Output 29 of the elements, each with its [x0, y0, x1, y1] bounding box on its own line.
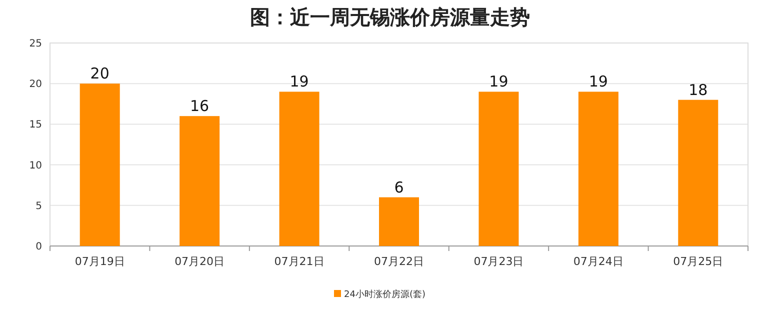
data-label: 19	[489, 72, 508, 91]
bar	[279, 92, 320, 246]
y-tick-label: 20	[29, 79, 42, 90]
x-tick-label: 07月25日	[673, 255, 724, 268]
x-tick-label: 07月22日	[374, 255, 424, 268]
chart-title: 图：近一周无锡涨价房源量走势	[250, 5, 530, 29]
y-tick-label: 10	[29, 160, 42, 172]
data-label: 20	[90, 64, 110, 83]
data-label: 6	[394, 178, 404, 196]
x-tick-label: 07月21日	[274, 255, 324, 268]
x-tick-label: 07月20日	[174, 255, 225, 268]
bar	[180, 116, 220, 246]
data-label: 19	[588, 72, 608, 91]
x-tick-label: 07月24日	[573, 255, 624, 268]
x-tick-label: 07月19日	[74, 255, 125, 268]
y-tick-label: 25	[29, 38, 42, 50]
y-tick-label: 15	[29, 120, 42, 131]
y-tick-label: 5	[36, 200, 42, 212]
bar	[379, 197, 419, 246]
bar	[678, 100, 718, 246]
bar	[578, 92, 618, 246]
data-label: 18	[688, 80, 708, 99]
bar	[478, 92, 519, 246]
data-label: 16	[190, 97, 210, 116]
x-tick-label: 07月23日	[474, 255, 524, 268]
legend-label: 24小时涨价房源(套)	[344, 289, 426, 300]
y-tick-label: 0	[36, 242, 42, 252]
bar	[80, 84, 120, 246]
data-label: 19	[290, 72, 309, 91]
